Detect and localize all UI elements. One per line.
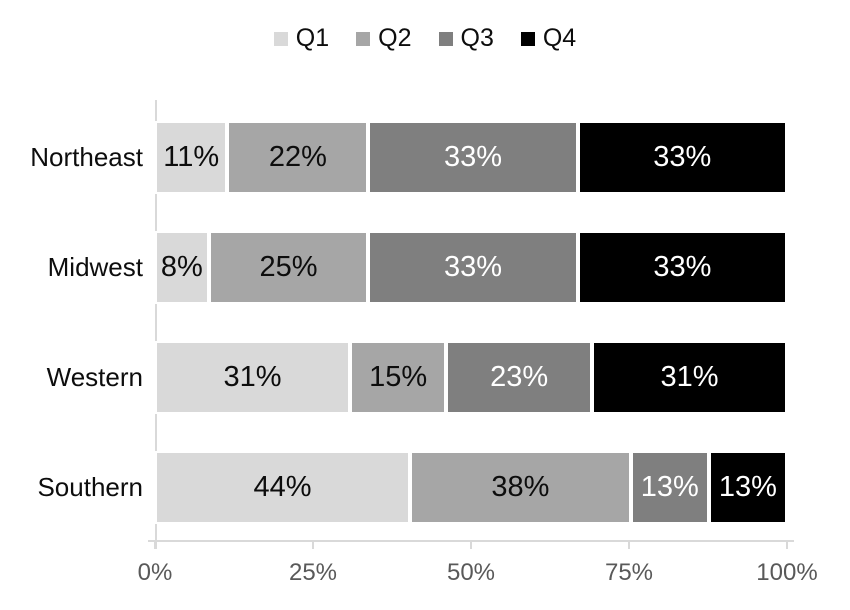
bar-row-western: 31% 15% 23% 31% bbox=[155, 341, 787, 414]
bar-segment-western-q1: 31% bbox=[155, 341, 350, 414]
bar-segment-western-q4: 31% bbox=[592, 341, 787, 414]
data-label: 22% bbox=[268, 141, 327, 173]
x-axis-tick bbox=[154, 540, 156, 549]
category-label-midwest: Midwest bbox=[47, 252, 143, 282]
x-axis-tick-label: 75% bbox=[604, 559, 654, 586]
data-label: 31% bbox=[660, 361, 719, 393]
bar-rows: 11% 22% 33% 33% 8% 25% 33% 33% 31% 15% 23% 31% 44% 38… bbox=[155, 100, 787, 541]
legend-swatch-q4 bbox=[520, 31, 535, 46]
bar-row-southern: 44% 38% 13% 13% bbox=[155, 451, 787, 524]
bar-segment-southern-q3: 13% bbox=[630, 451, 709, 524]
bar-segment-southern-q4: 13% bbox=[708, 451, 787, 524]
category-label-southern: Southern bbox=[37, 472, 143, 502]
category-label-northeast: Northeast bbox=[30, 142, 143, 172]
x-axis-tick-label: 100% bbox=[756, 559, 818, 586]
bar-segment-southern-q2: 38% bbox=[409, 451, 631, 524]
category-axis-labels: Northeast Midwest Western Southern bbox=[0, 100, 143, 541]
legend: Q1 Q2 Q3 Q4 bbox=[0, 26, 850, 51]
category-label-western: Western bbox=[46, 362, 143, 392]
bar-segment-midwest-q1: 8% bbox=[155, 231, 209, 304]
data-label: 15% bbox=[369, 361, 428, 393]
legend-swatch-q2 bbox=[356, 31, 371, 46]
bar-row-midwest: 8% 25% 33% 33% bbox=[155, 231, 787, 304]
bar-segment-southern-q1: 44% bbox=[155, 451, 410, 524]
data-label: 33% bbox=[443, 141, 503, 173]
bar-segment-midwest-q4: 33% bbox=[577, 231, 787, 304]
y-axis-line bbox=[155, 100, 157, 549]
x-axis-tick bbox=[470, 540, 472, 549]
legend-swatch-q1 bbox=[273, 31, 288, 46]
legend-label: Q4 bbox=[542, 24, 577, 52]
x-axis-tick-label: 0% bbox=[137, 559, 173, 586]
plot-area: 11% 22% 33% 33% 8% 25% 33% 33% 31% 15% 23% 31% 44% 38… bbox=[138, 100, 818, 585]
legend-label: Q3 bbox=[460, 24, 494, 52]
x-axis-tick bbox=[312, 540, 314, 549]
x-axis-tick bbox=[628, 540, 630, 549]
x-axis-tick-label: 50% bbox=[446, 559, 496, 586]
data-label: 8% bbox=[160, 251, 203, 283]
bar-segment-northeast-q1: 11% bbox=[155, 121, 228, 194]
bar-segment-northeast-q3: 33% bbox=[368, 121, 578, 194]
legend-item-q3: Q3 bbox=[438, 24, 494, 52]
legend-label: Q2 bbox=[378, 24, 412, 52]
x-axis-tick bbox=[786, 540, 788, 549]
bar-segment-northeast-q4: 33% bbox=[577, 121, 787, 194]
bar-segment-northeast-q2: 22% bbox=[227, 121, 369, 194]
bar-segment-western-q3: 23% bbox=[446, 341, 593, 414]
bar-row-northeast: 11% 22% 33% 33% bbox=[155, 121, 787, 194]
legend-item-q2: Q2 bbox=[356, 24, 412, 52]
data-label: 31% bbox=[223, 361, 282, 393]
bar-segment-western-q2: 15% bbox=[349, 341, 447, 414]
data-label: 25% bbox=[259, 251, 318, 283]
bar-segment-midwest-q2: 25% bbox=[208, 231, 369, 304]
data-label: 11% bbox=[163, 141, 220, 173]
bar-segment-midwest-q3: 33% bbox=[368, 231, 578, 304]
legend-item-q1: Q1 bbox=[273, 24, 330, 52]
data-label: 33% bbox=[653, 141, 712, 173]
data-label: 13% bbox=[718, 471, 777, 503]
data-label: 44% bbox=[253, 471, 312, 503]
data-label: 33% bbox=[443, 251, 503, 283]
data-label: 38% bbox=[491, 471, 550, 503]
data-label: 33% bbox=[653, 251, 712, 283]
legend-label: Q1 bbox=[295, 24, 330, 52]
legend-item-q4: Q4 bbox=[520, 24, 577, 52]
data-label: 23% bbox=[490, 361, 549, 393]
data-label: 13% bbox=[640, 471, 699, 503]
x-axis-tick-label: 25% bbox=[288, 559, 338, 586]
legend-swatch-q3 bbox=[438, 31, 453, 46]
